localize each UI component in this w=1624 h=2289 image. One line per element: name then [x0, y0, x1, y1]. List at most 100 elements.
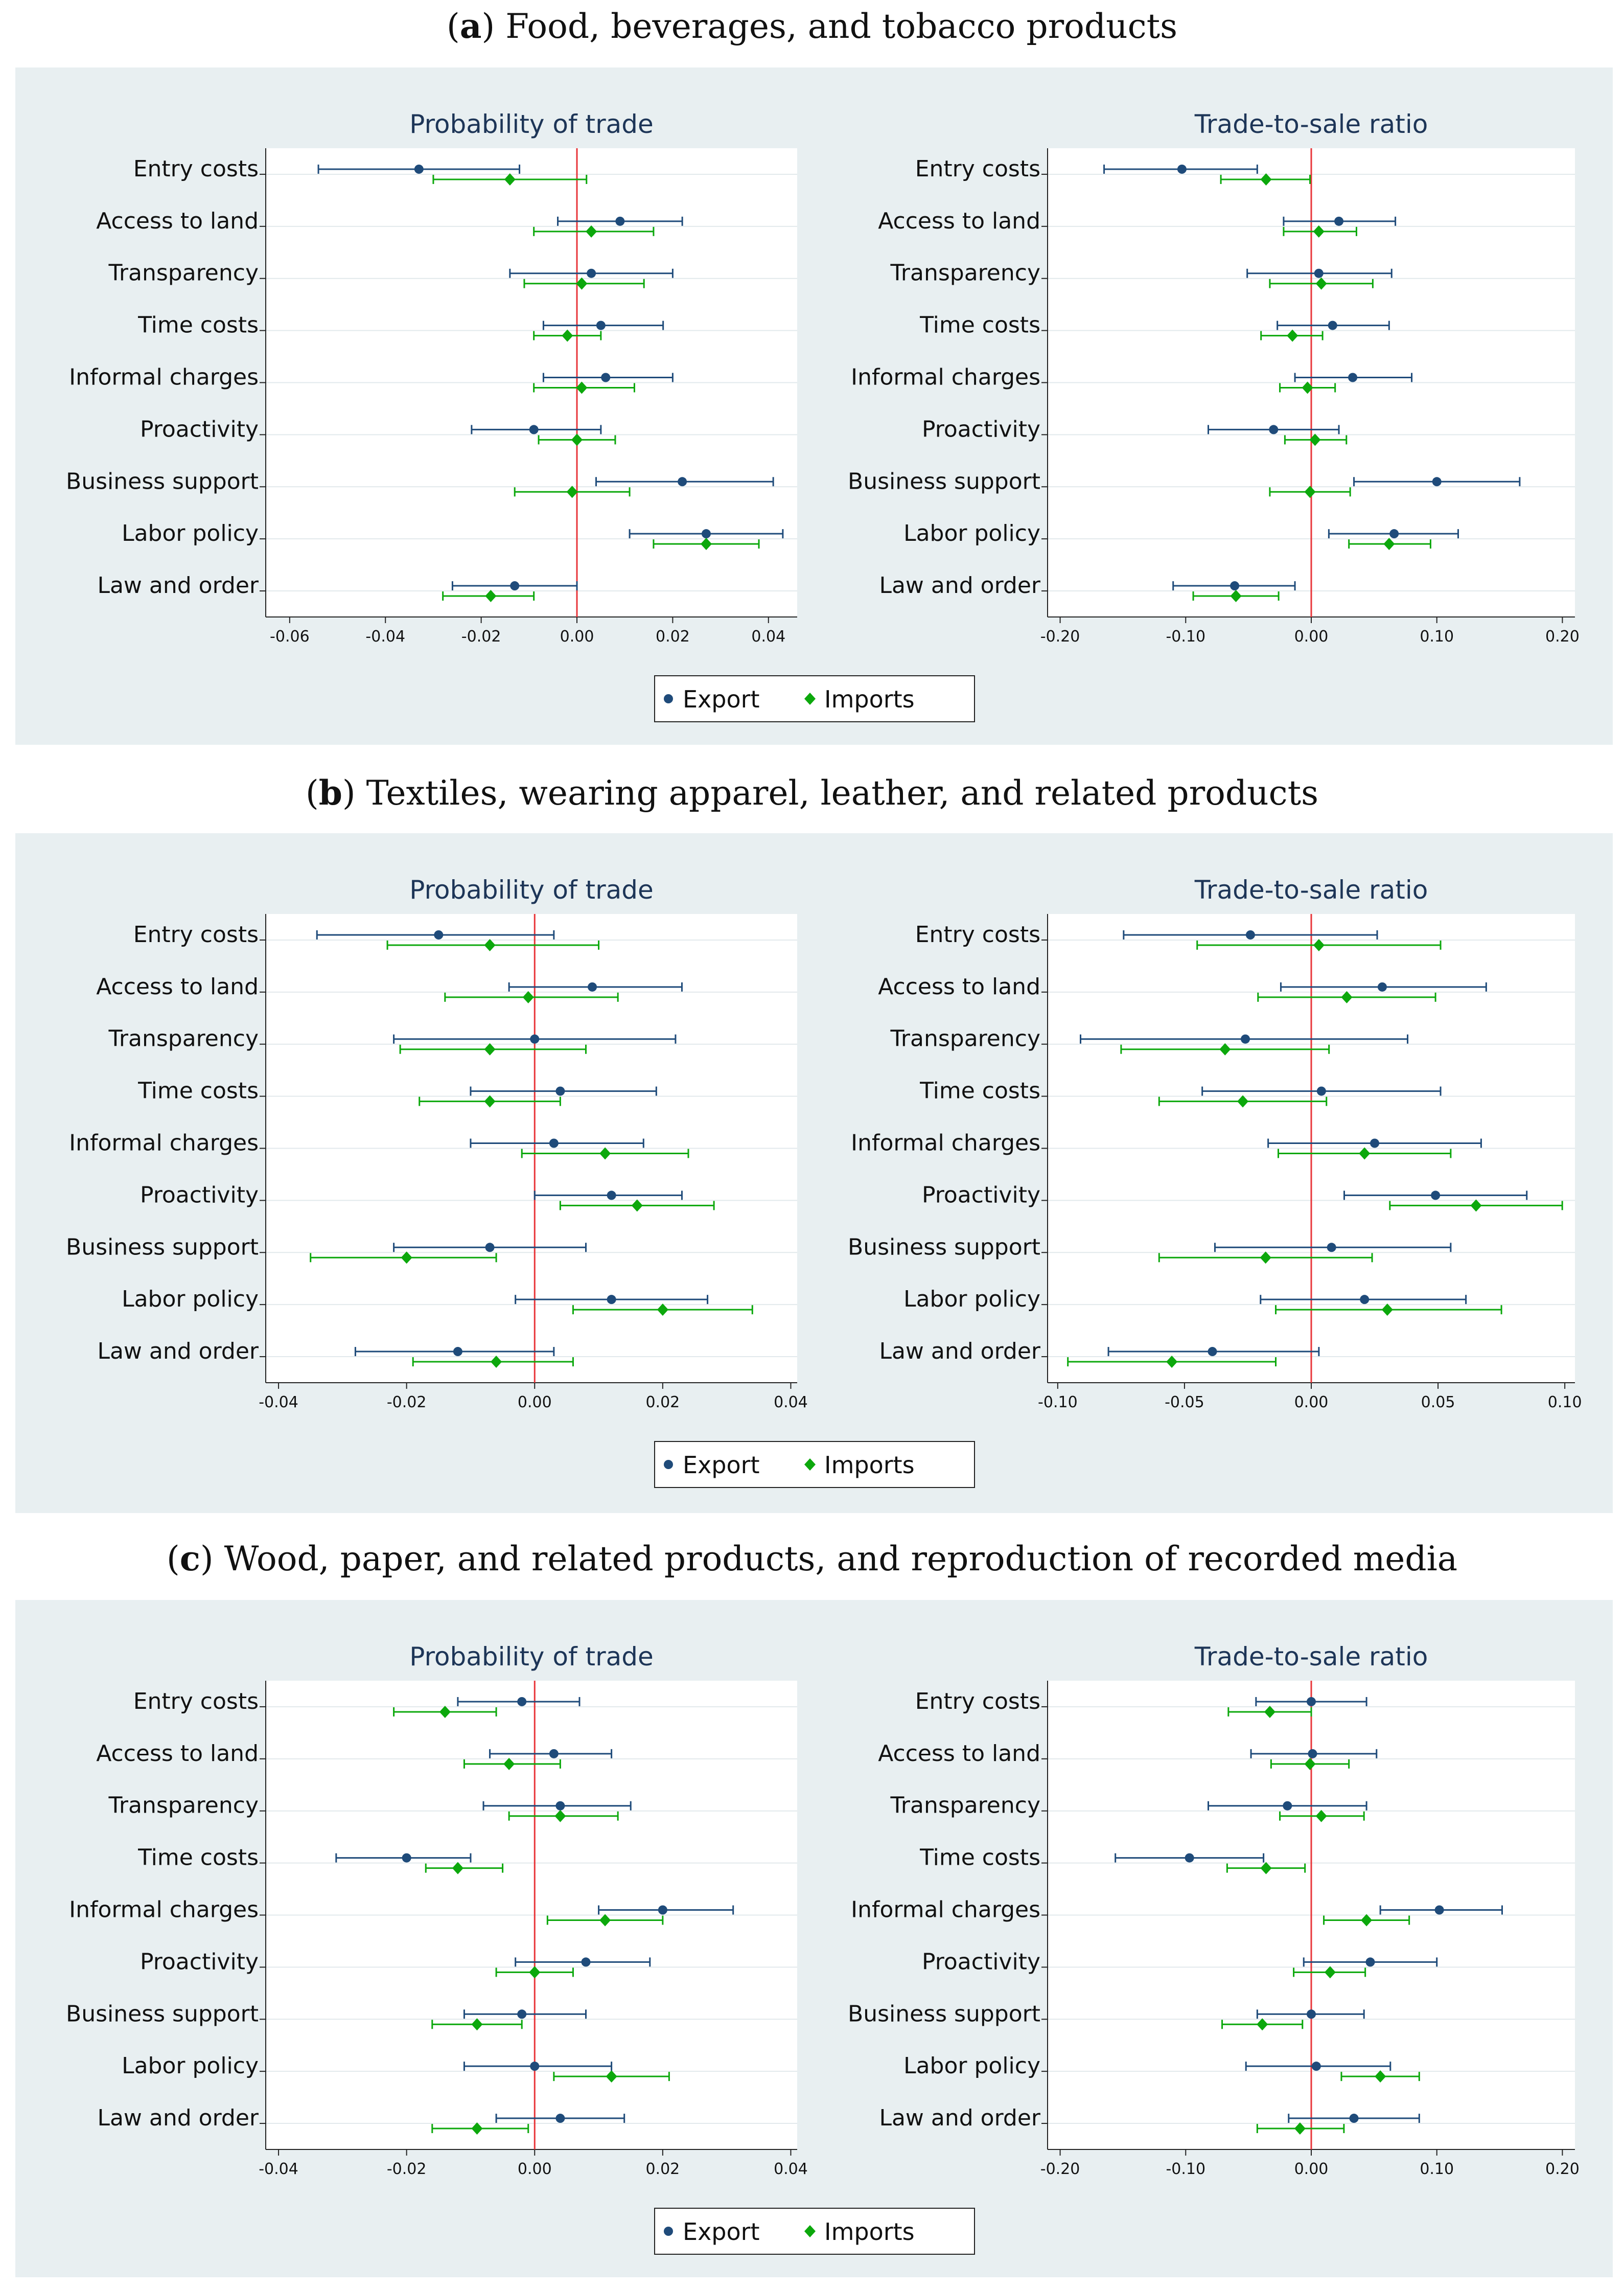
category-label: Transparency [890, 260, 1040, 286]
legend-export-label: Export [683, 685, 760, 713]
imports-point [1324, 1966, 1336, 1979]
imports-point [1470, 1199, 1482, 1212]
category-label: Labor policy [122, 1286, 259, 1312]
x-tick-label: 0.20 [1545, 2160, 1580, 2178]
export-point [678, 477, 687, 487]
legend-imports-marker [804, 1458, 816, 1471]
legend-export-label: Export [683, 2218, 760, 2246]
chart-b-ratio: Trade-to-sale ratio Entry costs Access to … [848, 875, 1582, 1411]
legend-export-marker [664, 2227, 673, 2236]
x-tick-label: 0.10 [1420, 628, 1454, 646]
category-label: Entry costs [915, 922, 1040, 948]
imports-point [1359, 1147, 1371, 1160]
export-point [587, 268, 596, 278]
x-tick-label: 0.02 [645, 1393, 680, 1411]
chart-a-probability: Probability of trade Entry costs Access to… [66, 109, 797, 646]
category-label: Access to land [878, 208, 1040, 234]
export-point [1370, 1138, 1380, 1148]
imports-point [1315, 277, 1327, 290]
x-tick-label: 0.04 [751, 628, 785, 646]
x-tick-label: -0.10 [1166, 2160, 1205, 2178]
export-point [607, 1295, 616, 1304]
x-tick-label: -0.02 [461, 628, 501, 646]
x-tick-label: -0.20 [1040, 628, 1080, 646]
export-point [549, 1749, 559, 1758]
imports-point [1302, 381, 1313, 394]
imports-point [1313, 225, 1325, 238]
category-label: Proactivity [922, 416, 1040, 442]
imports-point [401, 1251, 412, 1264]
x-tick-label: 0.02 [645, 2160, 680, 2178]
export-point [601, 373, 611, 382]
export-point [453, 1347, 462, 1357]
category-label: Business support [848, 468, 1040, 494]
export-point [1245, 930, 1255, 940]
category-label: Business support [848, 1234, 1040, 1260]
x-tick-label: 0.05 [1421, 1393, 1455, 1411]
imports-point [1257, 2018, 1268, 2031]
category-label: Access to land [878, 974, 1040, 1000]
x-tick-label: -0.04 [259, 2160, 298, 2178]
export-point [402, 1853, 411, 1863]
category-label: Time costs [919, 312, 1040, 338]
export-point [510, 581, 520, 591]
category-label: Time costs [137, 1078, 259, 1104]
legend: Export Imports [654, 675, 975, 722]
chart-b-probability: Probability of trade Entry costs Access to… [66, 875, 808, 1411]
legend-imports-label: Imports [824, 685, 915, 713]
imports-point [1381, 1303, 1393, 1316]
imports-point [1219, 1043, 1231, 1056]
x-tick-label: 0.04 [774, 2160, 808, 2178]
imports-point [599, 1147, 611, 1160]
category-label: Law and order [879, 2105, 1040, 2131]
x-tick-label: -0.02 [387, 1393, 427, 1411]
export-point [1208, 1347, 1217, 1357]
imports-point [491, 1356, 502, 1368]
x-tick-label: -0.04 [259, 1393, 298, 1411]
export-point [1327, 1243, 1336, 1252]
export-point [1185, 1853, 1194, 1863]
imports-point [554, 1810, 566, 1822]
category-label: Time costs [137, 312, 259, 338]
export-point [414, 164, 424, 174]
export-point [1348, 373, 1358, 382]
category-label: Business support [66, 1234, 259, 1260]
imports-point [503, 1757, 515, 1770]
imports-point [599, 1914, 611, 1927]
category-label: Law and order [879, 1338, 1040, 1364]
imports-point [484, 939, 496, 951]
legend: Export Imports [654, 1441, 975, 1488]
export-point [1241, 1034, 1250, 1044]
category-label: Proactivity [140, 1949, 259, 1975]
panel-b-title-text: Textiles, wearing apparel, leather, and … [366, 773, 1319, 813]
imports-point [566, 486, 578, 498]
export-point [1377, 982, 1387, 992]
imports-point [1309, 433, 1321, 446]
export-point [1269, 425, 1279, 434]
legend-export-marker [664, 1460, 673, 1469]
category-label: Business support [66, 2001, 259, 2027]
imports-point [1315, 1810, 1327, 1822]
category-label: Entry costs [915, 156, 1040, 182]
category-label: Access to land [96, 974, 259, 1000]
export-point [517, 2009, 527, 2019]
imports-point [471, 2122, 483, 2135]
x-tick-label: 0.10 [1420, 2160, 1454, 2178]
category-label: Labor policy [903, 2053, 1040, 2079]
category-label: Entry costs [133, 1688, 259, 1714]
x-tick-label: 0.00 [1294, 2160, 1329, 2178]
x-tick-label: -0.05 [1165, 1393, 1204, 1411]
legend-imports-label: Imports [824, 2218, 915, 2246]
category-label: Law and order [97, 573, 259, 599]
imports-point [1260, 173, 1272, 186]
panel-a-title: (a) Food, beverages, and tobacco product… [446, 6, 1178, 46]
category-label: Business support [848, 2001, 1040, 2027]
legend-imports-marker [804, 693, 816, 705]
category-label: Transparency [890, 1793, 1040, 1819]
category-label: Entry costs [915, 1688, 1040, 1714]
imports-point [1383, 538, 1395, 551]
imports-point [471, 2018, 483, 2031]
imports-point [439, 1705, 451, 1718]
export-point [555, 2114, 565, 2123]
chart-title: Trade-to-sale ratio [1194, 1642, 1428, 1672]
